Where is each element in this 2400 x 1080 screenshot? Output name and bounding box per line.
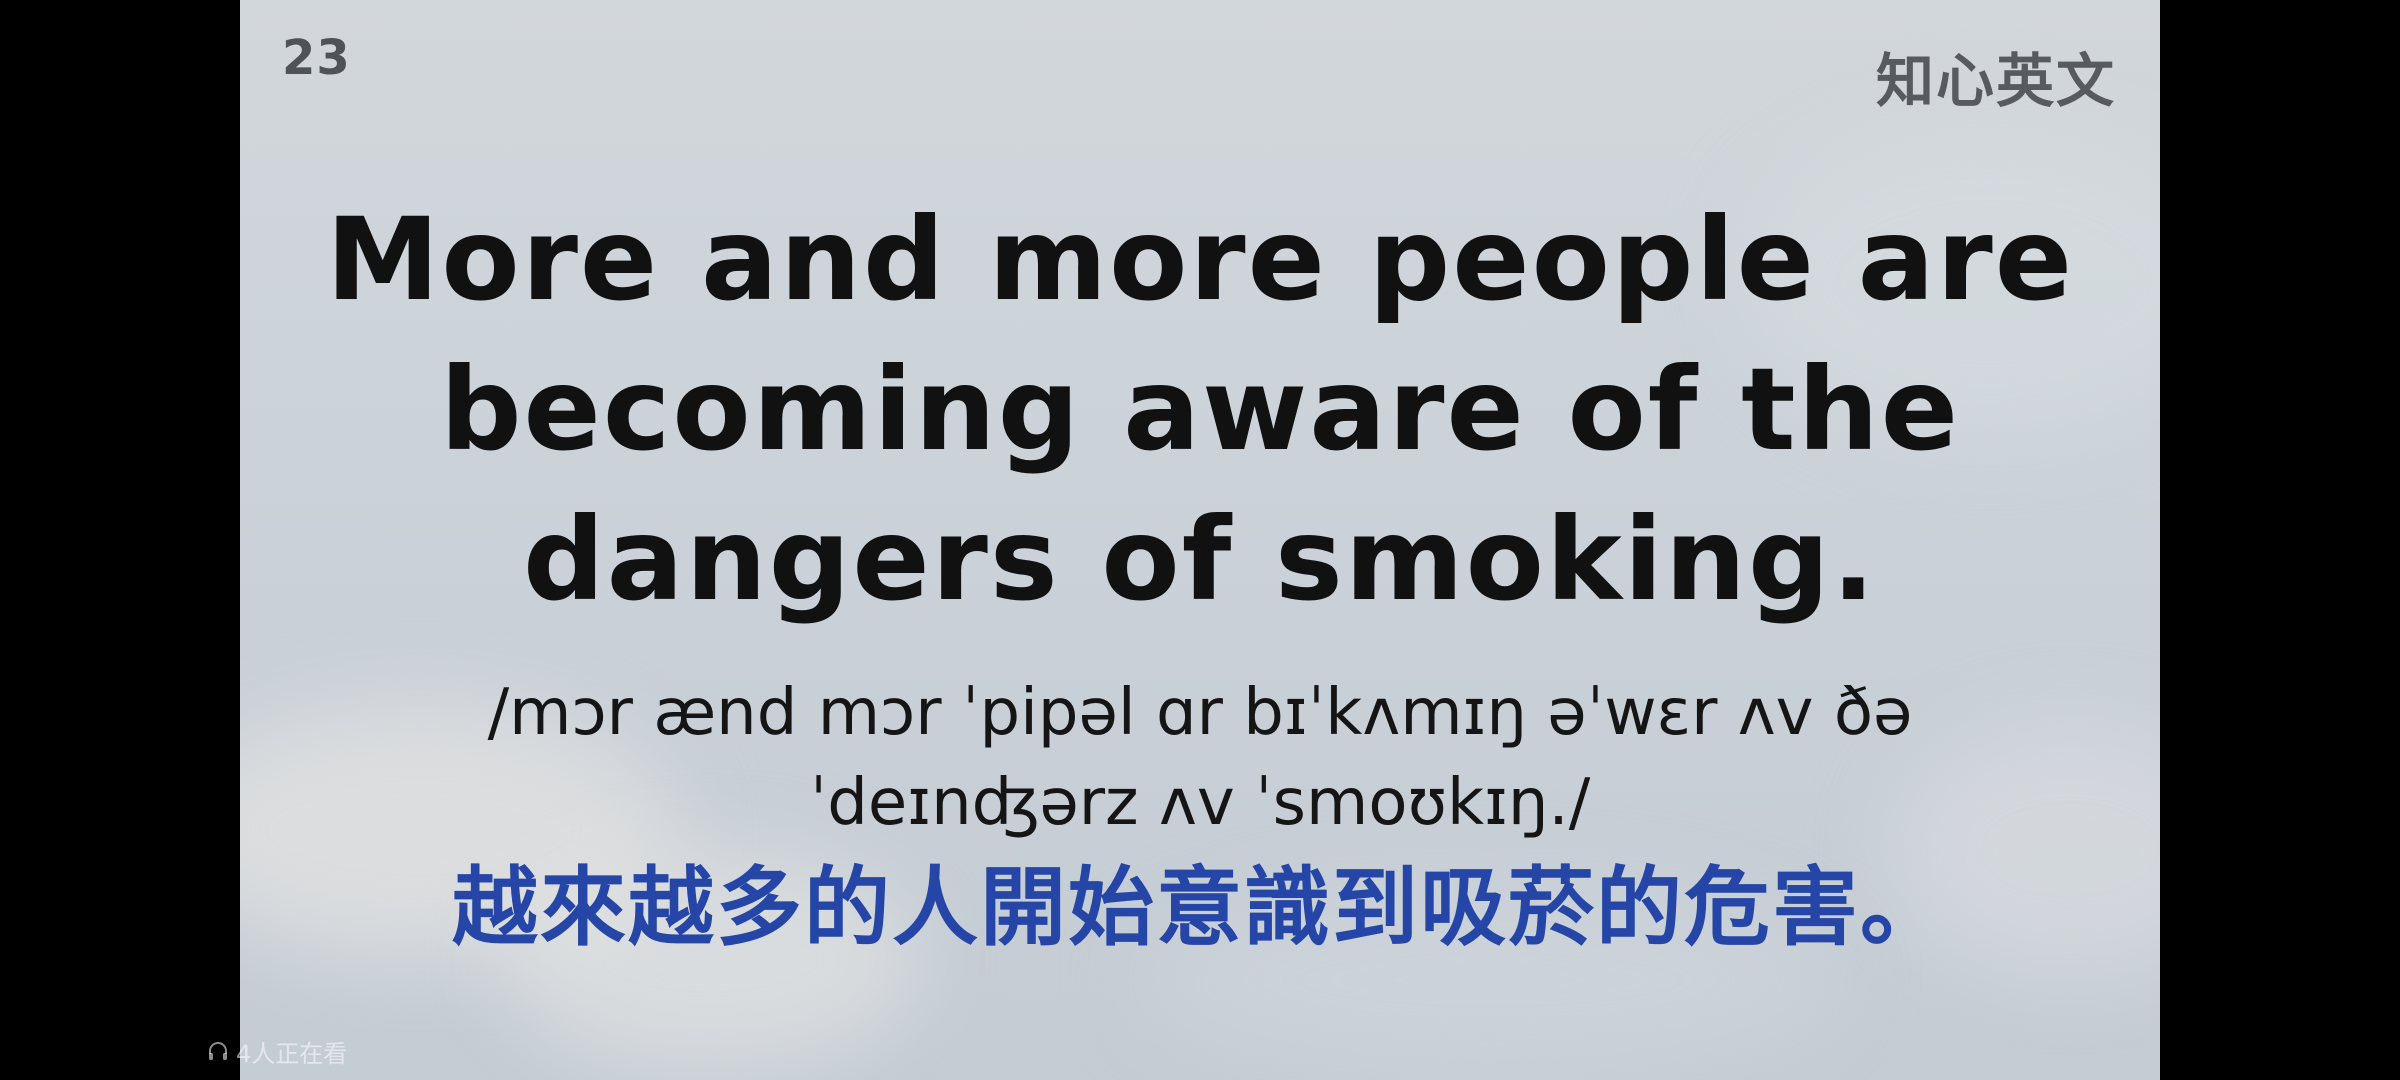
headset-icon [206, 1040, 230, 1064]
sentence-line: becoming aware of the [439, 343, 1961, 476]
cloud-shape [1890, 720, 2160, 980]
ipa-line: ˈdeɪnʤərz ʌv ˈsmoʊkɪŋ./ [809, 766, 1591, 840]
viewer-count: 4人正在看 [206, 1034, 347, 1069]
ipa-line: /mɔr ænd mɔr ˈpipəl ɑr bɪˈkʌmɪŋ əˈwɛr ʌv… [487, 676, 1913, 750]
page-number: 23 [282, 30, 351, 86]
sentence-line: dangers of smoking. [523, 493, 1877, 626]
chinese-translation: 越來越多的人開始意識到吸菸的危害。 [452, 858, 1948, 958]
english-sentence: More and more people are becoming aware … [240, 185, 2160, 635]
video-frame[interactable]: 23 知心英文 More and more people are becomin… [240, 0, 2160, 1080]
cloud-shape [1740, 120, 2160, 440]
cloud-shape [500, 850, 920, 1070]
ipa-transcription: /mɔr ænd mɔr ˈpipəl ɑr bɪˈkʌmɪŋ əˈwɛr ʌv… [240, 668, 2160, 848]
cloud-shape [1140, 880, 1840, 1080]
viewer-count-label: 4人正在看 [236, 1040, 348, 1068]
sentence-line: More and more people are [325, 193, 2075, 326]
brand-watermark: 知心英文 [1875, 47, 2116, 115]
